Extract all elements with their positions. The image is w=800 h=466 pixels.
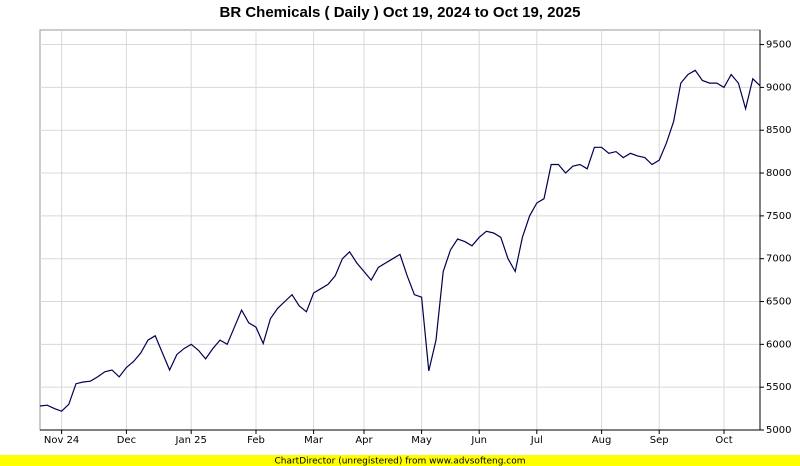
plot-area: [39, 29, 761, 431]
footer-bar: [0, 455, 800, 466]
y-tick-label: 9000: [766, 82, 791, 93]
y-tick-label: 6000: [766, 339, 791, 350]
x-tick-label: Jan 25: [175, 435, 207, 446]
x-tick-label: Oct: [715, 435, 732, 446]
y-tick-label: 8500: [766, 125, 791, 136]
x-tick-label: Feb: [247, 435, 265, 446]
chart-title: BR Chemicals ( Daily ) Oct 19, 2024 to O…: [220, 4, 581, 21]
x-tick-label: May: [411, 435, 432, 446]
x-tick-label: Jun: [470, 435, 487, 446]
y-tick-label: 7000: [766, 254, 791, 265]
y-tick-label: 8000: [766, 168, 791, 179]
x-tick-label: Mar: [304, 435, 324, 446]
x-tick-label: Sep: [650, 435, 669, 446]
y-tick-label: 5000: [766, 425, 791, 436]
y-tick-label: 6500: [766, 297, 791, 308]
x-tick-label: Nov 24: [44, 435, 79, 446]
y-tick-label: 5500: [766, 382, 791, 393]
x-tick-label: Apr: [355, 435, 373, 446]
x-tick-label: Dec: [117, 435, 136, 446]
footer: ChartDirector (unregistered) from www.ad…: [274, 457, 525, 466]
y-tick-label: 7500: [766, 211, 791, 222]
x-tick-label: Aug: [592, 435, 612, 446]
y-tick-label: 9500: [766, 40, 791, 51]
x-tick-label: Jul: [530, 435, 543, 446]
price-line: [39, 69, 761, 412]
